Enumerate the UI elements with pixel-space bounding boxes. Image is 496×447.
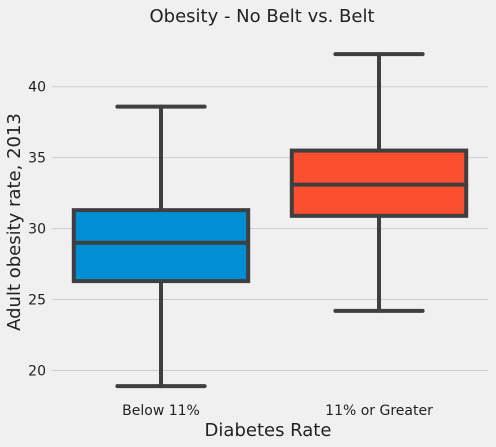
x-tick-label-1: 11% or Greater xyxy=(325,403,433,419)
box-group-1 xyxy=(289,52,469,313)
y-tick-label-30: 30 xyxy=(28,222,46,238)
x-tick-label-0: Below 11% xyxy=(122,403,200,419)
y-axis-label: Adult obesity rate, 2013 xyxy=(4,113,25,331)
y-tick-label-40: 40 xyxy=(28,80,46,96)
y-tick-labels: 20 25 30 35 40 xyxy=(28,80,46,380)
y-tick-label-20: 20 xyxy=(28,363,46,379)
y-tick-label-35: 35 xyxy=(28,151,46,167)
x-axis-label: Diabetes Rate xyxy=(205,420,332,441)
box-group-0 xyxy=(71,104,251,389)
y-tick-label-25: 25 xyxy=(28,293,46,309)
iqr-box xyxy=(71,208,251,284)
chart-title: Obesity - No Belt vs. Belt xyxy=(149,6,374,27)
boxes xyxy=(71,52,469,389)
x-tick-labels: Below 11% 11% or Greater xyxy=(122,403,433,419)
